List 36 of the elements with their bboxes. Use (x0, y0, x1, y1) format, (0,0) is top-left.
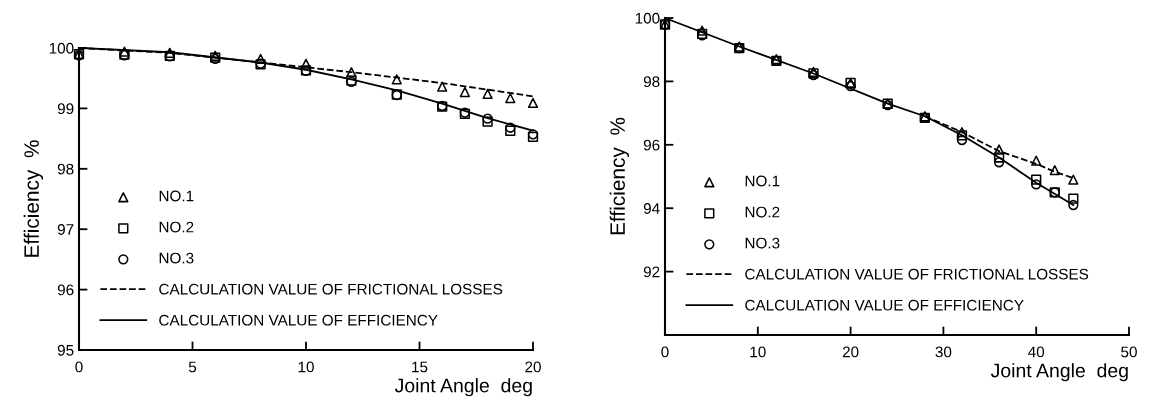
y-tick-label: 96 (643, 139, 660, 151)
y-axis-title: Efficiency % (23, 140, 44, 257)
legend-label: NO.1 (745, 175, 780, 187)
x-tick-label: 20 (525, 361, 541, 373)
y-tick-label: 97 (57, 224, 74, 235)
x-tick-label: 20 (842, 346, 859, 358)
x-axis-title: Joint Angle deg (990, 363, 1128, 382)
y-axis-title: Efficiency % (609, 117, 630, 235)
y-tick-label: 100 (49, 42, 74, 54)
y-tick-label: 92 (643, 266, 660, 278)
legend-label: NO.2 (159, 221, 194, 233)
legend-label: CALCULATION VALUE OF EFFICIENCY (745, 299, 1024, 311)
x-tick-label: 10 (750, 346, 766, 358)
y-tick-label: 95 (57, 344, 74, 356)
x-tick-label: 15 (412, 361, 428, 373)
y-tick-label: 98 (57, 163, 74, 175)
x-tick-label: 5 (188, 361, 197, 373)
y-tick-label: 94 (643, 203, 660, 214)
legend-label: CALCULATION VALUE OF FRICTIONAL LOSSES (159, 283, 503, 295)
x-tick-label: 50 (1121, 346, 1137, 358)
x-tick-label: 0 (661, 346, 669, 358)
x-tick-label: 0 (75, 361, 83, 373)
legend-label: NO.3 (745, 237, 780, 249)
y-tick-label: 96 (57, 284, 74, 296)
x-tick-label: 10 (298, 361, 314, 373)
legend-label: NO.3 (159, 252, 194, 264)
y-tick-label: 100 (635, 12, 660, 24)
legend-label: NO.1 (159, 190, 194, 202)
legend-label: NO.2 (745, 206, 780, 218)
y-tick-label: 99 (57, 103, 74, 115)
x-tick-label: 30 (935, 346, 952, 358)
y-tick-label: 98 (643, 76, 660, 88)
legend-label: CALCULATION VALUE OF EFFICIENCY (159, 314, 438, 326)
x-tick-label: 40 (1028, 346, 1045, 358)
legend-label: CALCULATION VALUE OF FRICTIONAL LOSSES (745, 268, 1089, 280)
x-axis-title: Joint Angle deg (394, 378, 532, 397)
